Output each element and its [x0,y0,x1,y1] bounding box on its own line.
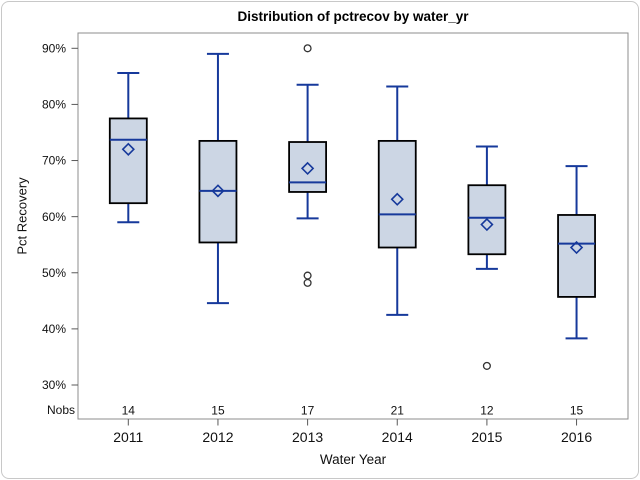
mean-diamond [480,217,494,232]
box-2011 [108,117,148,205]
mean-diamond [121,142,135,156]
x-tick-label: 2014 [382,429,413,445]
x-axis-title: Water Year [319,452,387,467]
mean-diamond [211,184,225,198]
outlier-point [482,361,491,370]
x-tick-label: 2016 [561,429,592,445]
mean-diamond [390,192,404,206]
y-tick-label: 30% [42,378,66,392]
nobs-value: 14 [122,404,136,418]
mean-diamond [569,240,584,255]
y-tick-label: 70% [42,154,66,168]
nobs-value: 21 [391,404,405,418]
box-2013 [288,141,328,193]
y-axis-title: Pct Recovery [14,177,30,255]
x-tick-label: 2015 [471,429,502,445]
mean-diamond [300,161,315,176]
x-tick-label: 2013 [292,429,323,445]
y-tick-label: 90% [42,42,66,56]
y-tick-label: 80% [42,98,66,112]
box-2016 [557,214,596,298]
x-tick-label: 2011 [113,429,143,445]
outlier-point [303,44,312,53]
y-tick-label: 40% [42,322,66,336]
nobs-row-label: Nobs [46,403,75,417]
chart-title: Distribution of pctrecov by water_yr [237,9,469,24]
nobs-value: 15 [570,404,584,418]
y-tick-label: 60% [42,210,66,224]
outlier-point [303,278,312,287]
outlier-point [303,271,312,280]
nobs-value: 15 [211,404,225,418]
plot-frame [77,32,629,420]
y-tick-label: 50% [42,266,66,280]
x-tick-label: 2012 [202,429,233,445]
nobs-value: 12 [480,404,494,418]
nobs-value: 17 [301,404,315,418]
